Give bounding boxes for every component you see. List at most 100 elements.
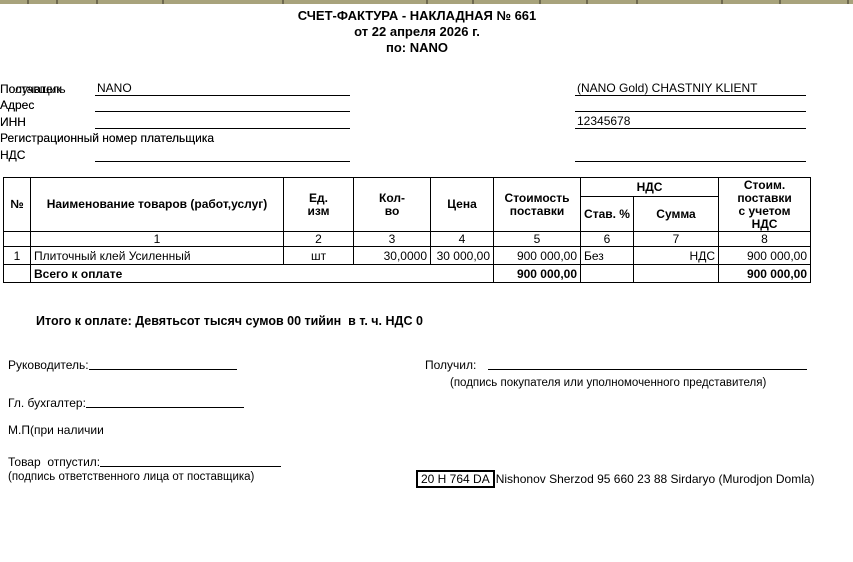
document-title: СЧЕТ-ФАКТУРА - НАКЛАДНАЯ № 661 [297, 8, 537, 23]
col-number: 5 [493, 231, 581, 247]
spreadsheet-grid-edge [0, 0, 853, 4]
grid-column-divider [847, 0, 849, 4]
receiver-address-label: Адрес [0, 98, 35, 112]
totals-amount: 900 000,00 [493, 264, 581, 283]
totals-empty-cell [580, 264, 634, 283]
receiver-name-field: (NANO Gold) CHASTNIY KLIENT [575, 81, 806, 96]
agent-line: 20 H 764 DA Nishonov Sherzod 95 660 23 8… [416, 470, 815, 488]
grid-column-divider [472, 0, 474, 4]
accountant-signature-blank [85, 396, 244, 408]
supplier-name-field: NANO [95, 81, 350, 96]
grid-column-divider [27, 0, 29, 4]
col-header-name: Наименование товаров (работ,услуг) [30, 177, 284, 232]
accountant-label: Гл. бухгалтер: [8, 396, 86, 410]
receiver-vat-label: НДС [0, 148, 26, 162]
receiver-reg-label: Регистрационный номер плательщика [0, 131, 215, 145]
grid-column-divider [721, 0, 723, 4]
item-num: 1 [3, 246, 31, 265]
item-price: 30 000,00 [430, 246, 494, 265]
col-number: 8 [718, 231, 812, 247]
receiver-inn-label: ИНН [0, 115, 26, 129]
table-row: 1 Плиточный клей Усиленный шт 30,0000 30… [3, 246, 812, 265]
receiver-address-row: Адрес [0, 97, 853, 113]
supplier-reg-row: Регистрационный номер плательщика [0, 130, 420, 146]
item-amount: 900 000,00 [493, 246, 581, 265]
supplier-reg-label: Регистрационный номер плательщика [0, 131, 215, 145]
col-number: 4 [430, 231, 494, 247]
received-note: (подпись покупателя или уполномоченного … [450, 377, 767, 389]
col-header-vat-rate: Став. % [580, 196, 634, 232]
item-vat-sum: НДС [632, 246, 720, 265]
col-number: 1 [30, 231, 284, 247]
supplier-address-label: Адрес [0, 98, 35, 112]
col-header-total: Стоим. поставки с учетом НДС [718, 177, 812, 232]
supplier-label: Поставщик [0, 82, 62, 96]
supplier-vat-field [95, 147, 350, 162]
director-signature-blank [88, 358, 237, 370]
col-header-price: Цена [430, 177, 494, 232]
document-date: от 22 апреля 2026 г. [354, 24, 480, 39]
supplier-inn-field [95, 114, 350, 129]
receiver-vat-row: НДС [0, 147, 853, 163]
received-signature-line: Получил: [425, 358, 807, 372]
receiver-inn-row: ИНН 12345678 [0, 114, 853, 130]
supplier-address-field [95, 97, 350, 112]
supplier-vat-label: НДС [0, 148, 26, 162]
grid-column-divider [586, 0, 588, 4]
grid-column-divider [56, 0, 58, 4]
grid-column-divider [426, 0, 428, 4]
receiver-label: Получатель [0, 82, 66, 96]
supplier-name-row: Поставщик NANO [0, 81, 420, 97]
document-subject: по: NANO [385, 40, 448, 55]
total-in-words: Итого к оплате: Девятьсот тысяч сумов 00… [36, 314, 423, 328]
grid-column-divider [96, 0, 98, 4]
released-note: (подпись ответственного лица от поставщи… [8, 471, 255, 483]
supplier-inn-label: ИНН [0, 115, 26, 129]
received-signature-blank [488, 358, 807, 370]
col-number: 3 [353, 231, 431, 247]
col-header-vat-sum: Сумма [632, 196, 720, 232]
items-table: № Наименование товаров (работ,услуг) Ед.… [3, 177, 812, 283]
grid-column-divider [636, 0, 638, 4]
title-block: СЧЕТ-ФАКТУРА - НАКЛАДНАЯ № 661 от 22 апр… [0, 8, 834, 56]
agent-info: Nishonov Sherzod 95 660 23 88 Sirdaryo (… [495, 472, 815, 486]
director-label: Руководитель: [8, 358, 89, 372]
grid-column-divider [282, 0, 284, 4]
totals-empty-cell [632, 264, 720, 283]
goods-released-label: Товар отпустил: [8, 455, 101, 469]
col-number: 6 [580, 231, 634, 247]
col-header-vat-group: НДС [579, 177, 720, 197]
totals-empty-cell [3, 264, 31, 283]
goods-released-signature-blank [100, 455, 281, 467]
supplier-inn-row: ИНН [0, 114, 420, 130]
col-number: 2 [283, 231, 354, 247]
receiver-vat-field [575, 147, 806, 162]
receiver-inn-field: 12345678 [575, 114, 806, 129]
stamp-line: М.П(при наличии [8, 423, 208, 437]
accountant-signature-line: Гл. бухгалтер: [8, 396, 244, 410]
totals-total: 900 000,00 [718, 264, 812, 283]
item-vat-rate: Без [580, 246, 634, 265]
grid-column-divider [162, 0, 164, 4]
item-qty: 30,0000 [353, 246, 431, 265]
goods-released-line: Товар отпустил: [8, 455, 281, 469]
supplier-address-row: Адрес [0, 97, 420, 113]
totals-label: Всего к оплате [30, 264, 494, 283]
receiver-name-row: Получатель (NANO Gold) CHASTNIY KLIENT [0, 81, 853, 97]
col-header-amount: Стоимость поставки [493, 177, 581, 232]
supplier-vat-row: НДС [0, 147, 420, 163]
grid-column-divider [779, 0, 781, 4]
col-number: 7 [632, 231, 720, 247]
totals-row: Всего к оплате 900 000,00 900 000,00 [3, 264, 812, 283]
vehicle-plate-selected-cell[interactable]: 20 H 764 DA [416, 470, 495, 488]
col-number [3, 231, 31, 247]
col-header-num: № [3, 177, 31, 232]
column-numbers-row: 1 2 3 4 5 6 7 8 [3, 231, 812, 247]
receiver-reg-row: Регистрационный номер плательщика [0, 130, 853, 146]
item-unit: шт [283, 246, 354, 265]
item-name: Плиточный клей Усиленный [30, 246, 284, 265]
col-header-qty: Кол- во [353, 177, 431, 232]
receiver-address-field [575, 97, 806, 112]
grid-column-divider [539, 0, 541, 4]
